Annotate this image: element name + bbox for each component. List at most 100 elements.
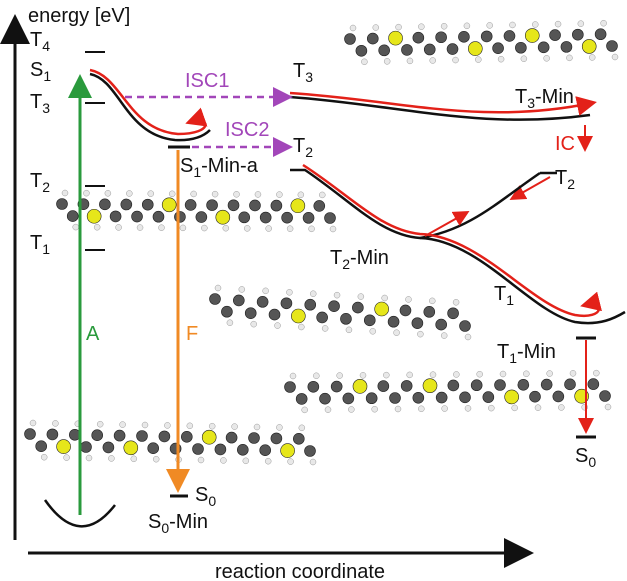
- atom: [282, 212, 293, 223]
- atom: [412, 318, 423, 329]
- hydrogen: [116, 224, 122, 230]
- atom: [202, 430, 216, 444]
- hydrogen: [372, 406, 378, 412]
- hydrogen: [337, 373, 343, 379]
- state-subscript: 0: [588, 454, 596, 470]
- state-label: S1-Min-a: [180, 155, 259, 180]
- atom: [356, 45, 367, 56]
- hydrogen: [465, 405, 471, 411]
- atom: [142, 199, 153, 210]
- hydrogen: [153, 456, 159, 462]
- hydrogen: [266, 226, 272, 232]
- hydrogen: [287, 226, 293, 232]
- hydrogen: [589, 54, 595, 60]
- atom: [413, 32, 424, 43]
- state-base: T: [30, 29, 42, 51]
- state-base: T: [497, 341, 509, 363]
- state-subscript: 1: [193, 164, 201, 180]
- hydrogen: [418, 24, 424, 30]
- atom: [345, 34, 356, 45]
- atom: [285, 382, 296, 393]
- hydrogen: [547, 371, 553, 377]
- state-label: T1: [30, 232, 50, 257]
- hydrogen: [383, 372, 389, 378]
- state-base: S: [180, 155, 193, 177]
- hydrogen: [220, 457, 226, 463]
- hydrogen: [441, 23, 447, 29]
- hydrogen: [566, 55, 572, 61]
- atom: [331, 381, 342, 392]
- hydrogen: [198, 457, 204, 463]
- y-axis-label: energy [eV]: [28, 5, 130, 27]
- atom: [137, 431, 148, 442]
- atom: [460, 321, 471, 332]
- hydrogen: [593, 370, 599, 376]
- hydrogen: [212, 191, 218, 197]
- hydrogen: [605, 404, 611, 410]
- hydrogen: [346, 327, 352, 333]
- atom: [460, 392, 471, 403]
- hydrogen: [131, 456, 137, 462]
- state-label: T3: [293, 60, 313, 85]
- atom: [320, 393, 331, 404]
- atom: [281, 298, 292, 309]
- hydrogen: [62, 190, 68, 196]
- hydrogen: [299, 425, 305, 431]
- atom: [305, 446, 316, 457]
- atom: [436, 32, 447, 43]
- atom: [352, 302, 363, 313]
- hydrogen: [148, 191, 154, 197]
- atom: [215, 444, 226, 455]
- hydrogen: [310, 291, 316, 297]
- atom: [468, 42, 482, 56]
- atom: [541, 379, 552, 390]
- atom: [193, 444, 204, 455]
- hydrogen: [298, 324, 304, 330]
- hydrogen: [209, 423, 215, 429]
- hydrogen: [360, 372, 366, 378]
- hydrogen: [417, 331, 423, 337]
- atom: [367, 33, 378, 44]
- state-base: T: [293, 60, 305, 82]
- atom: [505, 390, 519, 404]
- hydrogen: [187, 423, 193, 429]
- state-suffix: -Min-a: [201, 155, 259, 177]
- hydrogen: [180, 225, 186, 231]
- atom: [148, 443, 159, 454]
- hydrogen: [512, 405, 518, 411]
- atom: [353, 379, 367, 393]
- hydrogen: [453, 299, 459, 305]
- state-subscript: 2: [305, 144, 313, 160]
- atom: [436, 392, 447, 403]
- hydrogen: [120, 422, 126, 428]
- atom: [228, 200, 239, 211]
- hydrogen: [234, 191, 240, 197]
- hydrogen: [405, 296, 411, 302]
- state-base: S: [148, 511, 161, 533]
- hydrogen: [265, 458, 271, 464]
- atom: [293, 433, 304, 444]
- hydrogen: [498, 56, 504, 62]
- hydrogen: [191, 191, 197, 197]
- hydrogen: [310, 459, 316, 465]
- atom: [185, 199, 196, 210]
- hydrogen: [298, 192, 304, 198]
- hydrogen: [73, 224, 79, 230]
- hydrogen: [302, 407, 308, 413]
- state-label: T1-Min: [497, 341, 556, 366]
- atom: [572, 29, 583, 40]
- atom: [340, 313, 351, 324]
- state-label: T2: [30, 170, 50, 195]
- atom: [423, 379, 437, 393]
- atom: [388, 316, 399, 327]
- atom: [249, 200, 260, 211]
- hydrogen: [255, 191, 261, 197]
- state-label: T3-Min: [515, 86, 574, 111]
- state-label: T4: [30, 29, 50, 54]
- atom: [413, 392, 424, 403]
- atom: [87, 209, 101, 223]
- atom: [565, 379, 576, 390]
- hydrogen: [384, 58, 390, 64]
- hydrogen: [358, 294, 364, 300]
- state-subscript: 1: [506, 292, 514, 308]
